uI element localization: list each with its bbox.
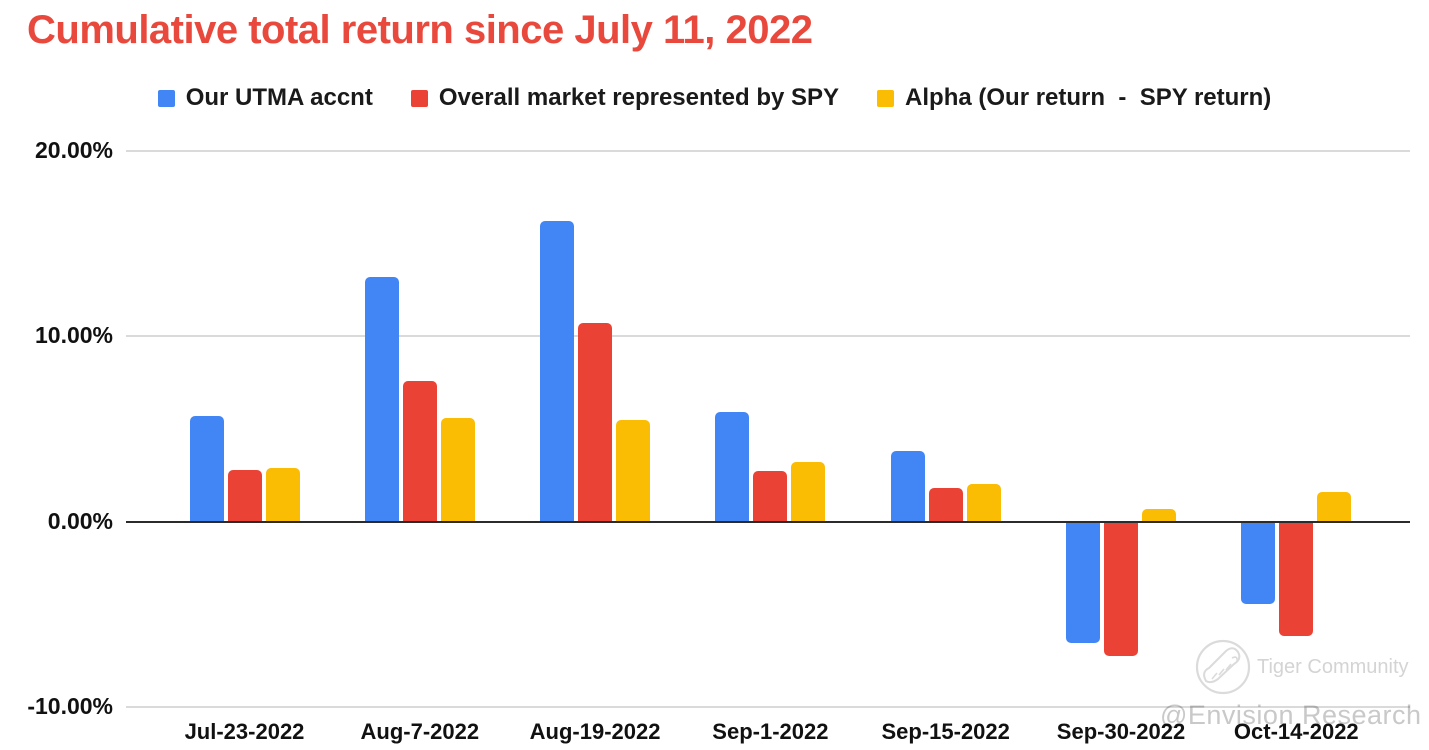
grid-line xyxy=(126,149,1410,152)
bar-overall-Aug-19-2022 xyxy=(578,323,613,522)
bar-our-Aug-19-2022 xyxy=(540,221,575,522)
bar-alpha-Aug-7-2022 xyxy=(440,417,475,522)
bar-alpha-Sep-1-2022 xyxy=(791,462,826,522)
y-tick-label: 10.00% xyxy=(34,322,113,349)
x-axis-label: Aug-19-2022 xyxy=(529,719,661,744)
x-axis-label: Aug-7-2022 xyxy=(360,719,480,744)
bar-overall-Oct-14-2022 xyxy=(1279,522,1314,636)
bar-our-Aug-7-2022 xyxy=(364,276,399,522)
x-axis-label: Sep-30-2022 xyxy=(1056,719,1186,744)
bar-our-Jul-23-2022 xyxy=(189,415,224,522)
tiger-community-logo-icon xyxy=(1195,639,1251,695)
x-axis-label: Jul-23-2022 xyxy=(184,719,305,744)
bar-our-Sep-30-2022 xyxy=(1066,522,1100,643)
legend-item-2: Alpha (Our return - SPY return) xyxy=(877,84,1271,112)
bar-alpha-Aug-19-2022 xyxy=(616,419,651,522)
legend-swatch-icon xyxy=(157,89,175,107)
grid-line xyxy=(126,705,1410,708)
bar-our-Sep-1-2022 xyxy=(715,412,750,522)
x-axis-baseline xyxy=(126,520,1410,523)
y-tick-label: 0.00% xyxy=(47,507,113,534)
legend-swatch-icon xyxy=(410,89,428,107)
legend-item-0: Our UTMA accnt xyxy=(157,84,373,112)
y-tick-label: -10.00% xyxy=(27,692,113,719)
legend: Our UTMA accnt Overall market represented… xyxy=(0,84,1429,112)
legend-item-1: Overall market represented by SPY xyxy=(410,84,840,112)
bar-alpha-Sep-15-2022 xyxy=(966,484,1001,522)
bar-alpha-Jul-23-2022 xyxy=(265,467,300,522)
chart-title: Cumulative total return since July 11, 2… xyxy=(27,8,813,52)
envision-research-watermark: @Envision Research xyxy=(1160,700,1422,730)
legend-label: Alpha (Our return - SPY return) xyxy=(905,84,1272,111)
x-axis-label: Sep-15-2022 xyxy=(881,719,1010,744)
x-axis-label: Sep-1-2022 xyxy=(712,719,829,744)
bar-overall-Aug-7-2022 xyxy=(402,380,437,522)
y-tick-label: 20.00% xyxy=(34,136,113,163)
legend-label: Our UTMA accnt xyxy=(185,84,373,111)
bar-overall-Sep-1-2022 xyxy=(753,471,788,522)
bar-our-Sep-15-2022 xyxy=(890,451,925,522)
legend-label: Overall market represented by SPY xyxy=(438,84,840,111)
bar-overall-Sep-30-2022 xyxy=(1104,522,1138,656)
bar-alpha-Oct-14-2022 xyxy=(1317,491,1352,522)
grid-line xyxy=(126,335,1410,338)
bar-overall-Jul-23-2022 xyxy=(227,469,262,522)
legend-swatch-icon xyxy=(877,89,895,107)
bar-overall-Sep-15-2022 xyxy=(928,488,963,522)
tiger-community-watermark: Tiger Community xyxy=(1257,656,1409,678)
x-axis-label: Oct-14-2022 xyxy=(1233,719,1359,744)
bar-alpha-Sep-30-2022 xyxy=(1142,508,1176,522)
bar-our-Oct-14-2022 xyxy=(1241,522,1276,605)
